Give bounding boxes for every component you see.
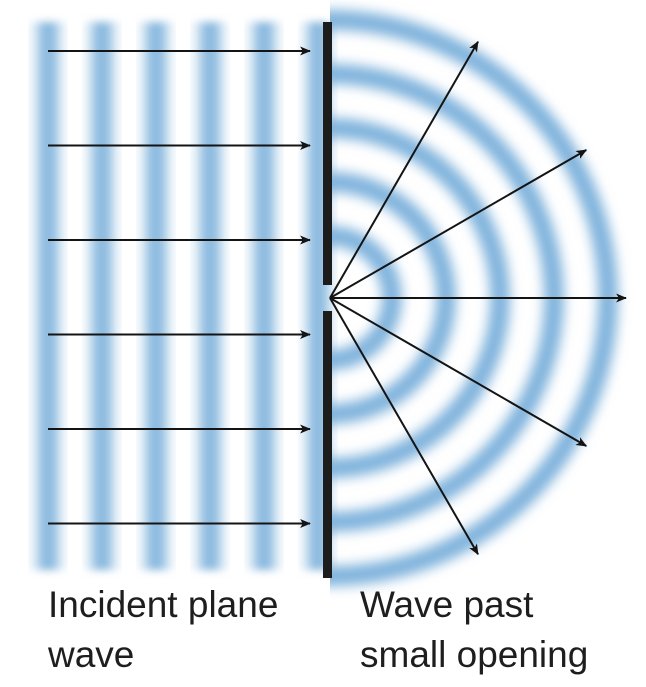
plane-wavefront (254, 22, 274, 570)
barrier (323, 22, 332, 578)
diffracted-caption-line2: small opening (360, 634, 589, 675)
incident-caption-line1: Incident plane (48, 584, 279, 625)
diffracted-arrow (329, 297, 588, 447)
plane-wavefront (146, 22, 166, 570)
plane-wavefront (200, 22, 220, 570)
plane-wavefronts (38, 22, 328, 570)
incident-arrows (48, 46, 311, 528)
incident-wave-caption: Incident plane wave (48, 580, 278, 680)
plane-wavefront (38, 22, 58, 570)
barrier-upper (323, 22, 332, 285)
plane-wavefront (92, 22, 112, 570)
diffracted-caption-line1: Wave past (360, 584, 534, 625)
diffracted-arrow (329, 40, 479, 299)
barrier-lower (323, 311, 332, 578)
incident-caption-line2: wave (48, 634, 135, 675)
diffracted-arrows (329, 40, 627, 556)
diffracted-arrow (329, 297, 479, 556)
diffracted-arrow (329, 149, 588, 299)
diffracted-wave-caption: Wave past small opening (360, 580, 588, 680)
